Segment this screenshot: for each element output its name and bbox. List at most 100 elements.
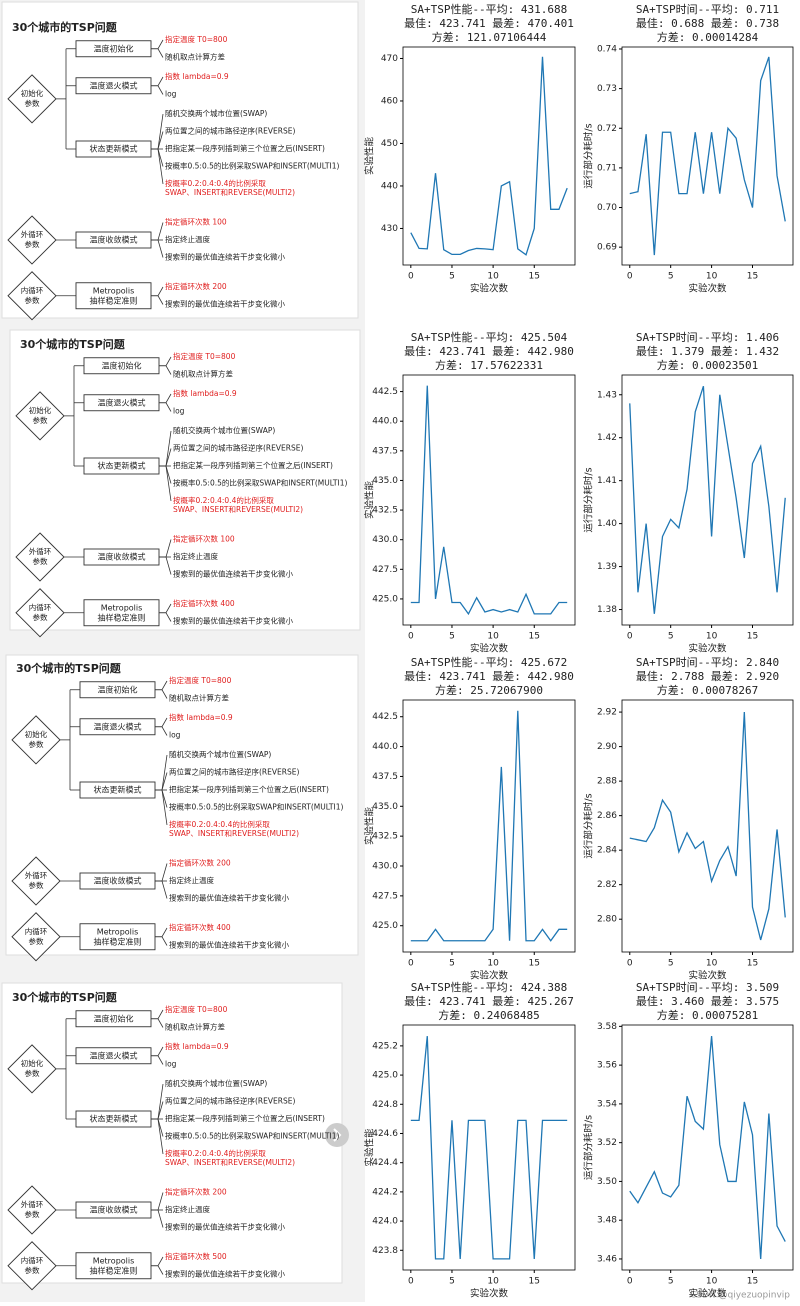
x-tick-label: 5 bbox=[449, 959, 455, 969]
leaf-text: 随机取点计算方差 bbox=[165, 1022, 225, 1032]
diagram-title: 30个城市的TSP问题 bbox=[20, 337, 126, 351]
x-axis-label: 实验次数 bbox=[688, 1288, 727, 1300]
chart-title: 方差: 0.00078267 bbox=[657, 683, 758, 697]
x-axis-label: 实验次数 bbox=[688, 283, 727, 295]
leaf-text: 按概率0.2:0.4:0.4的比例采取 bbox=[165, 178, 266, 188]
node-box bbox=[79, 923, 156, 951]
y-tick-label: 450 bbox=[381, 139, 398, 149]
leaf-text: 两位置之间的城市路径逆序(REVERSE) bbox=[173, 443, 303, 453]
diamond bbox=[11, 856, 61, 906]
nav-button[interactable] bbox=[325, 1123, 349, 1147]
leaf-text: 指定温度 T0=800 bbox=[165, 1004, 228, 1014]
leaf-text: 把指定某一段序列插到第三个位置之后(INSERT) bbox=[169, 784, 329, 794]
diamond bbox=[7, 1185, 57, 1235]
chart-title: SA+TSP性能--平均: 425.504 bbox=[411, 330, 568, 344]
panel bbox=[1, 982, 343, 1284]
leaf-text: 随机交换两个城市位置(SWAP) bbox=[173, 425, 275, 435]
leaf-text: log bbox=[165, 1060, 177, 1069]
y-axis-label: 实验性能 bbox=[364, 1128, 376, 1167]
diamond-label: 外循环 bbox=[21, 1199, 44, 1209]
y-tick-label: 0.74 bbox=[597, 44, 617, 54]
x-tick-label: 5 bbox=[668, 959, 674, 969]
y-axis-label: 实验性能 bbox=[364, 807, 376, 846]
leaf-text: SWAP、INSERT和REVERSE(MULTI2) bbox=[173, 505, 303, 514]
y-tick-label: 2.80 bbox=[597, 915, 617, 925]
y-tick-label: 432.5 bbox=[372, 832, 398, 842]
x-tick-label: 15 bbox=[529, 632, 540, 642]
x-tick-label: 0 bbox=[408, 959, 414, 969]
y-tick-label: 3.54 bbox=[597, 1099, 617, 1109]
plot-frame bbox=[621, 46, 794, 266]
leaf-text: 指定循环次数 200 bbox=[169, 858, 231, 868]
leaf-text: 指数 lambda=0.9 bbox=[169, 712, 233, 722]
leaf-text: 指定循环次数 200 bbox=[165, 281, 227, 291]
node-label: 温度收敛模式 bbox=[90, 1205, 138, 1215]
y-tick-label: 425.0 bbox=[372, 921, 398, 931]
diamond bbox=[7, 1241, 57, 1291]
diagram-title: 30个城市的TSP问题 bbox=[16, 661, 122, 675]
panel bbox=[9, 329, 361, 631]
chart-title: SA+TSP时间--平均: 0.711 bbox=[636, 3, 779, 16]
chart-title: SA+TSP时间--平均: 2.840 bbox=[636, 656, 779, 669]
y-tick-label: 3.46 bbox=[597, 1254, 617, 1264]
diamond-label: 参数 bbox=[25, 1209, 40, 1219]
y-tick-label: 0.70 bbox=[597, 203, 617, 213]
nav-arrow[interactable] bbox=[333, 1128, 342, 1142]
chart-title: 最佳: 423.741 最差: 425.267 bbox=[404, 994, 574, 1008]
nav-button-bg[interactable] bbox=[325, 1123, 349, 1147]
series-line bbox=[410, 385, 568, 616]
chart-title: 方差: 121.07106444 bbox=[432, 30, 547, 44]
y-tick-label: 2.82 bbox=[597, 880, 617, 890]
diamond-label: 内循环 bbox=[25, 926, 48, 936]
diamond-label: 初始化 bbox=[21, 1058, 44, 1068]
diamond bbox=[15, 391, 65, 441]
plot-frame bbox=[402, 46, 576, 266]
x-axis-label: 实验次数 bbox=[688, 643, 727, 655]
chart-title: 最佳: 2.788 最差: 2.920 bbox=[636, 669, 779, 683]
diamond-label: 内循环 bbox=[29, 602, 52, 612]
leaf-text: 指定温度 T0=800 bbox=[173, 351, 236, 361]
series-line bbox=[410, 710, 568, 942]
leaf-text: 搜索到的最优值连续若干步变化微小 bbox=[165, 1222, 285, 1232]
chart-title: 方差: 0.00014284 bbox=[657, 30, 759, 44]
node-label: 温度收敛模式 bbox=[98, 552, 146, 562]
chart-title: 方差: 0.24068485 bbox=[438, 1008, 539, 1022]
y-tick-label: 0.69 bbox=[597, 243, 617, 253]
node-label: 状态更新模式 bbox=[90, 144, 138, 154]
connector bbox=[155, 936, 168, 946]
chart-title: 方差: 17.57622331 bbox=[435, 358, 543, 372]
x-tick-label: 5 bbox=[668, 632, 674, 642]
diamond-label: 初始化 bbox=[21, 88, 44, 98]
x-tick-label: 10 bbox=[706, 959, 718, 969]
y-tick-label: 3.48 bbox=[597, 1216, 617, 1226]
y-tick-label: 0.71 bbox=[597, 163, 617, 173]
y-tick-label: 3.56 bbox=[597, 1061, 617, 1071]
y-tick-label: 0.72 bbox=[597, 124, 617, 134]
leaf-text: 随机交换两个城市位置(SWAP) bbox=[165, 108, 267, 118]
leaf-text: 指定循环次数 100 bbox=[165, 217, 227, 227]
node-label: 温度退火模式 bbox=[90, 1050, 138, 1060]
diamond bbox=[7, 215, 57, 265]
leaf-text: 两位置之间的城市路径逆序(REVERSE) bbox=[165, 1096, 295, 1106]
y-axis-label: 实验性能 bbox=[364, 481, 376, 520]
leaf-text: 随机取点计算方差 bbox=[165, 52, 225, 62]
chart-title: SA+TSP时间--平均: 1.406 bbox=[636, 331, 779, 344]
y-tick-label: 423.8 bbox=[372, 1246, 398, 1256]
connector bbox=[159, 612, 172, 622]
y-tick-label: 442.5 bbox=[372, 712, 398, 722]
series-line bbox=[410, 56, 568, 256]
panel bbox=[1, 1, 359, 319]
leaf-text: 指定循环次数 200 bbox=[165, 1187, 227, 1197]
x-tick-label: 10 bbox=[487, 272, 499, 282]
connector bbox=[151, 48, 164, 58]
y-tick-label: 1.40 bbox=[597, 519, 617, 529]
leaf-text: SWAP、INSERT和REVERSE(MULTI2) bbox=[165, 1158, 295, 1167]
x-tick-label: 15 bbox=[747, 1277, 758, 1287]
diamond-label: 参数 bbox=[25, 1265, 40, 1275]
x-tick-label: 5 bbox=[668, 1277, 674, 1287]
leaf-text: 指定循环次数 400 bbox=[173, 598, 235, 608]
diamond-label: 初始化 bbox=[29, 405, 52, 415]
y-tick-label: 437.5 bbox=[372, 772, 398, 782]
connector bbox=[159, 402, 172, 412]
